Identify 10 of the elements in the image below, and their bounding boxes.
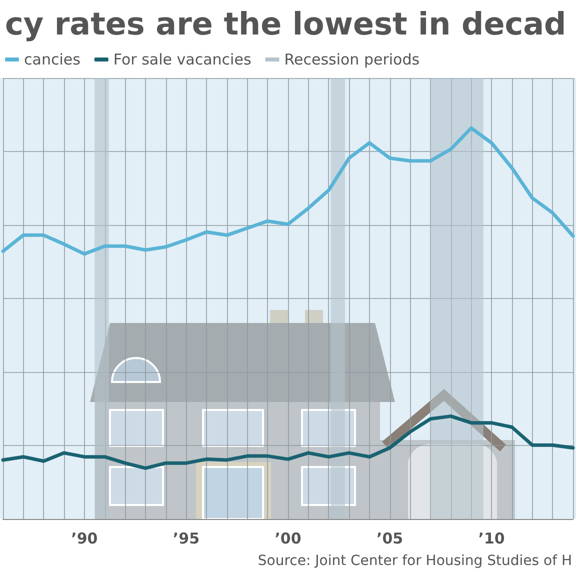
chart-title: cy rates are the lowest in decad — [5, 6, 566, 42]
x-tick-label: ’95 — [172, 530, 200, 548]
legend-label: cancies — [24, 50, 81, 68]
legend-label: Recession periods — [284, 50, 420, 68]
legend-label: For sale vacancies — [113, 50, 252, 68]
x-tick-label: ’00 — [274, 530, 302, 548]
x-tick-label: ’90 — [71, 530, 98, 548]
x-tick-label: ’10 — [478, 530, 505, 548]
source-note: Source: Joint Center for Housing Studies of H — [258, 553, 572, 569]
x-tick-label: ’05 — [376, 530, 404, 548]
